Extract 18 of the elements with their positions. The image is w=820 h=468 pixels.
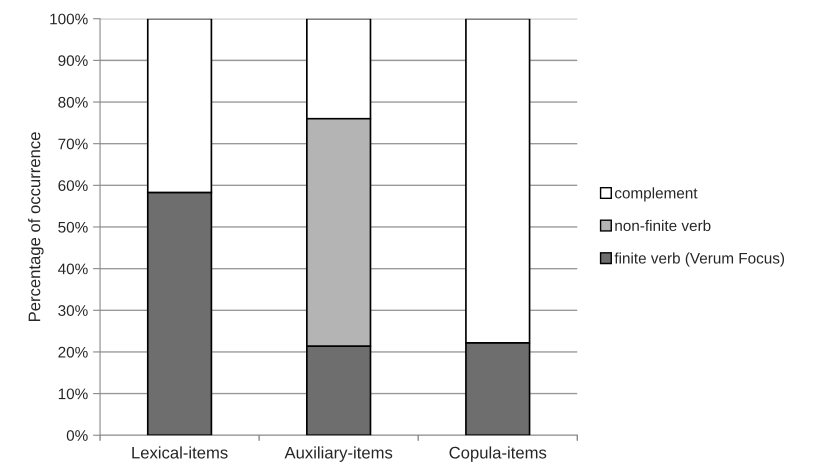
y-tick-label: 40% bbox=[58, 264, 88, 274]
y-tick-label: 60% bbox=[58, 180, 88, 192]
y-tick-label: 100% bbox=[50, 14, 88, 24]
legend-label: non-finite verb bbox=[615, 220, 710, 232]
y-tick-label: 10% bbox=[58, 388, 88, 400]
x-tick-label: Auxiliary-items bbox=[284, 446, 392, 462]
y-tick-label: 90% bbox=[58, 55, 88, 66]
x-tick-label: Lexical-items bbox=[132, 446, 228, 459]
y-tick-label: 50% bbox=[58, 222, 88, 233]
legend-label: finite verb (Verum Focus) bbox=[614, 252, 784, 267]
legend-label: complement bbox=[614, 187, 698, 202]
y-axis-title: Percentage of occurrence bbox=[28, 132, 44, 322]
y-tick-label: 70% bbox=[58, 138, 88, 150]
y-tick-label: 20% bbox=[58, 346, 88, 358]
x-tick-label: Copula-items bbox=[449, 446, 546, 462]
y-tick-label: 80% bbox=[58, 96, 88, 108]
y-tick-label: 30% bbox=[58, 305, 88, 316]
y-tick-label: 0% bbox=[66, 430, 88, 441]
